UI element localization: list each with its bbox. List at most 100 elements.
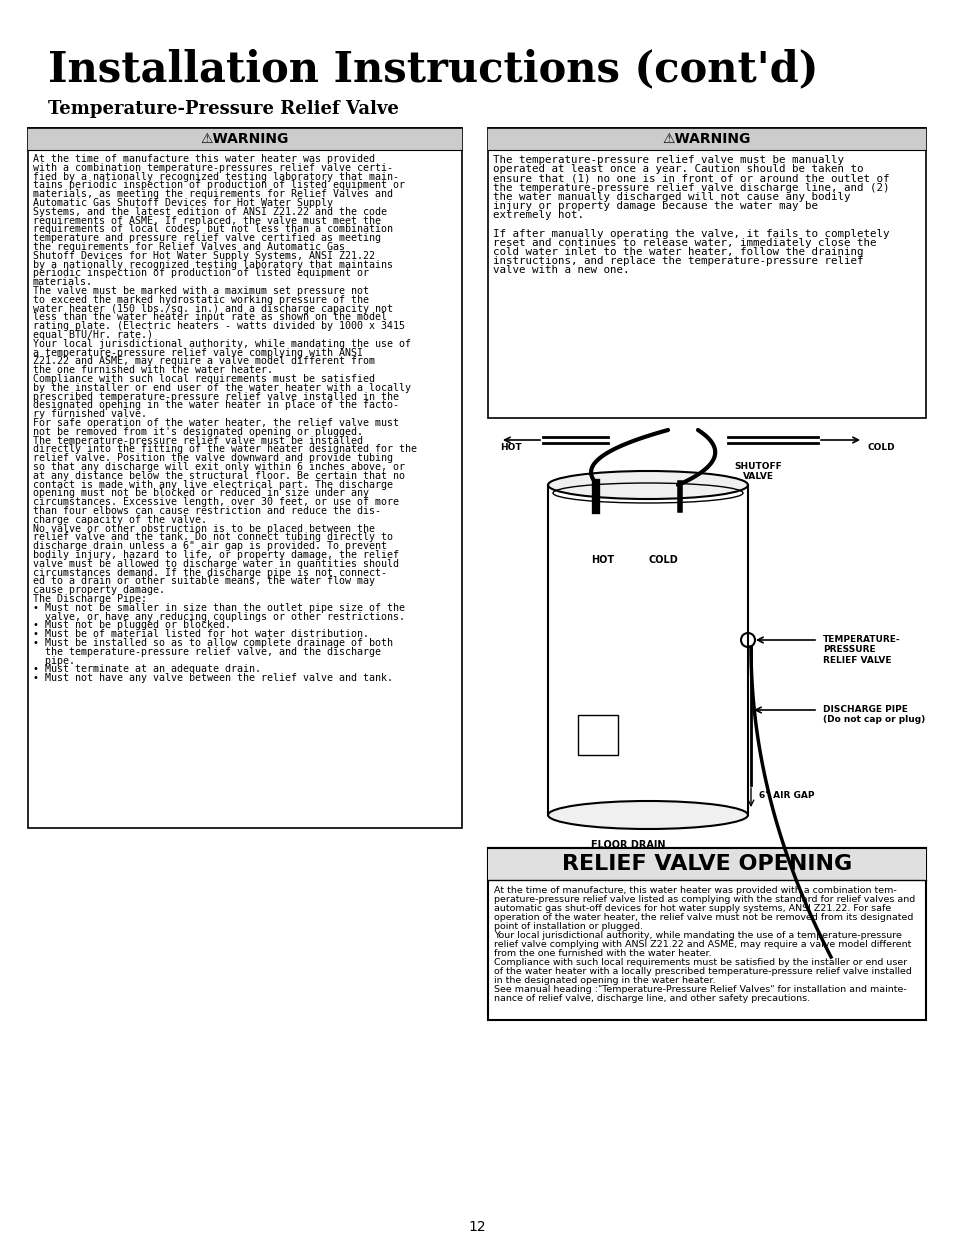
Text: SHUTOFF
VALVE: SHUTOFF VALVE — [734, 463, 781, 481]
Text: to exceed the marked hydrostatic working pressure of the: to exceed the marked hydrostatic working… — [33, 295, 369, 305]
Text: The temperature-pressure relief valve must be manually: The temperature-pressure relief valve mu… — [493, 155, 843, 165]
Text: by a nationally recognized testing laboratory that maintains: by a nationally recognized testing labor… — [33, 259, 393, 269]
Text: Installation Instructions (cont'd): Installation Instructions (cont'd) — [48, 48, 818, 91]
Text: FLOOR DRAIN: FLOOR DRAIN — [590, 839, 664, 849]
Text: ed to a drain or other suitable means, the water flow may: ed to a drain or other suitable means, t… — [33, 577, 375, 587]
Text: Compliance with such local requirements must be satisfied by the installer or en: Compliance with such local requirements … — [494, 959, 906, 967]
Text: not be removed from it's designated opening or plugged.: not be removed from it's designated open… — [33, 427, 363, 436]
Text: valve, or have any reducing couplings or other restrictions.: valve, or have any reducing couplings or… — [33, 611, 405, 621]
Text: For safe operation of the water heater, the relief valve must: For safe operation of the water heater, … — [33, 418, 398, 428]
Text: RELIEF VALVE OPENING: RELIEF VALVE OPENING — [561, 854, 851, 874]
Text: 12: 12 — [468, 1220, 485, 1234]
Text: nance of relief valve, discharge line, and other safety precautions.: nance of relief valve, discharge line, a… — [494, 994, 809, 1003]
Text: ensure that (1) no one is in front of or around the outlet of: ensure that (1) no one is in front of or… — [493, 174, 888, 184]
Text: designated opening in the water heater in place of the facto-: designated opening in the water heater i… — [33, 401, 398, 410]
Text: prescribed temperature-pressure relief valve installed in the: prescribed temperature-pressure relief v… — [33, 392, 398, 402]
Text: valve must be allowed to discharge water in quantities should: valve must be allowed to discharge water… — [33, 559, 398, 569]
Text: At the time of manufacture this water heater was provided: At the time of manufacture this water he… — [33, 154, 375, 164]
Text: Automatic Gas Shutoff Devices for Hot Water Supply: Automatic Gas Shutoff Devices for Hot Wa… — [33, 198, 333, 208]
Text: Z21.22 and ASME, may require a valve model different from: Z21.22 and ASME, may require a valve mod… — [33, 356, 375, 366]
Text: with a combination temperature-pressures relief valve certi-: with a combination temperature-pressures… — [33, 162, 393, 172]
Text: materials.: materials. — [33, 278, 92, 288]
Text: Compliance with such local requirements must be satisfied: Compliance with such local requirements … — [33, 374, 375, 384]
Text: than four elbows can cause restriction and reduce the dis-: than four elbows can cause restriction a… — [33, 506, 380, 516]
Text: point of installation or plugged.: point of installation or plugged. — [494, 923, 642, 931]
Text: See manual heading :"Temperature-Pressure Relief Valves" for installation and ma: See manual heading :"Temperature-Pressur… — [494, 985, 905, 994]
Text: directly into the fitting of the water heater designated for the: directly into the fitting of the water h… — [33, 444, 416, 454]
Bar — [28, 128, 461, 150]
Text: DISCHARGE PIPE
(Do not cap or plug): DISCHARGE PIPE (Do not cap or plug) — [822, 706, 924, 724]
Text: the temperature-pressure relief valve discharge line, and (2): the temperature-pressure relief valve di… — [493, 182, 888, 192]
Text: The Discharge Pipe:: The Discharge Pipe: — [33, 594, 147, 604]
Ellipse shape — [547, 471, 747, 498]
Text: TEMPERATURE-
PRESSURE
RELIEF VALVE: TEMPERATURE- PRESSURE RELIEF VALVE — [822, 635, 900, 665]
Text: operation of the water heater, the relief valve must not be removed from its des: operation of the water heater, the relie… — [494, 913, 912, 923]
Text: • Must not have any valve between the relief valve and tank.: • Must not have any valve between the re… — [33, 673, 393, 683]
Text: injury or property damage because the water may be: injury or property damage because the wa… — [493, 201, 817, 211]
Text: valve with a new one.: valve with a new one. — [493, 265, 629, 275]
Bar — [578, 715, 618, 755]
Text: ⚠WARNING: ⚠WARNING — [662, 131, 750, 146]
Text: by the installer or end user of the water heater with a locally: by the installer or end user of the wate… — [33, 383, 411, 393]
Text: COLD: COLD — [647, 556, 678, 565]
Text: pipe.: pipe. — [33, 656, 75, 666]
Text: relief valve and the tank. Do not connect tubing directly to: relief valve and the tank. Do not connec… — [33, 532, 393, 542]
Bar — [488, 128, 925, 150]
Text: HOT: HOT — [591, 556, 614, 565]
Text: tains periodic inspection of production of listed equipment or: tains periodic inspection of production … — [33, 180, 405, 191]
Text: The temperature-pressure relief valve must be installed: The temperature-pressure relief valve mu… — [33, 435, 363, 445]
Bar — [488, 848, 925, 1021]
Text: a temperature-pressure relief valve complying with ANSI: a temperature-pressure relief valve comp… — [33, 347, 363, 357]
Text: relief valve complying with ANSI Z21.22 and ASME, may require a valve model diff: relief valve complying with ANSI Z21.22 … — [494, 940, 910, 949]
Text: No valve or other obstruction is to be placed between the: No valve or other obstruction is to be p… — [33, 523, 375, 533]
Text: reset and continues to release water, immediately close the: reset and continues to release water, im… — [493, 238, 876, 248]
Text: instructions, and replace the temperature-pressure relief: instructions, and replace the temperatur… — [493, 257, 862, 267]
Text: the temperature-pressure relief valve, and the discharge: the temperature-pressure relief valve, a… — [33, 647, 380, 657]
Bar — [488, 128, 925, 418]
Text: so that any discharge will exit only within 6 inches above, or: so that any discharge will exit only wit… — [33, 463, 405, 472]
Text: relief valve. Position the valve downward and provide tubing: relief valve. Position the valve downwar… — [33, 453, 393, 464]
Text: If after manually operating the valve, it fails to completely: If after manually operating the valve, i… — [493, 228, 888, 238]
Text: circumstances. Excessive length, over 30 feet, or use of more: circumstances. Excessive length, over 30… — [33, 497, 398, 507]
Text: • Must be installed so as to allow complete drainage of both: • Must be installed so as to allow compl… — [33, 639, 393, 649]
Text: • Must be of material listed for hot water distribution.: • Must be of material listed for hot wat… — [33, 629, 369, 639]
Text: Systems, and the latest edition of ANSI Z21.22 and the code: Systems, and the latest edition of ANSI … — [33, 207, 387, 217]
Text: circumstances demand. If the discharge pipe is not connect-: circumstances demand. If the discharge p… — [33, 568, 387, 578]
Text: • Must not be smaller in size than the outlet pipe size of the: • Must not be smaller in size than the o… — [33, 603, 405, 613]
Text: equal BTU/Hr. rate.): equal BTU/Hr. rate.) — [33, 330, 152, 340]
Text: materials, as meeting the requirements for Relief Valves and: materials, as meeting the requirements f… — [33, 190, 393, 200]
Text: Your local jurisdictional authority, while mandating the use of: Your local jurisdictional authority, whi… — [33, 339, 411, 348]
Text: extremely hot.: extremely hot. — [493, 211, 583, 221]
Text: operated at least once a year. Caution should be taken to: operated at least once a year. Caution s… — [493, 164, 862, 174]
Text: Temperature-Pressure Relief Valve: Temperature-Pressure Relief Valve — [48, 100, 398, 118]
Text: The valve must be marked with a maximum set pressure not: The valve must be marked with a maximum … — [33, 286, 369, 296]
Text: fied by a nationally recognized testing laboratory that main-: fied by a nationally recognized testing … — [33, 171, 398, 181]
Text: from the one furnished with the water heater.: from the one furnished with the water he… — [494, 949, 711, 959]
Text: temperature and pressure relief valve certified as meeting: temperature and pressure relief valve ce… — [33, 233, 380, 243]
Text: the one furnished with the water heater.: the one furnished with the water heater. — [33, 366, 273, 376]
Text: automatic gas shut-off devices for hot water supply systems, ANSI Z21.22. For sa: automatic gas shut-off devices for hot w… — [494, 904, 890, 913]
Text: of the water heater with a locally prescribed temperature-pressure relief valve : of the water heater with a locally presc… — [494, 967, 911, 976]
Text: less than the water heater input rate as shown on the model: less than the water heater input rate as… — [33, 312, 387, 322]
Text: requirements of local codes, but not less than a combination: requirements of local codes, but not les… — [33, 224, 393, 234]
Text: At the time of manufacture, this water heater was provided with a combination te: At the time of manufacture, this water h… — [494, 887, 896, 895]
Text: HOT: HOT — [499, 444, 521, 453]
Text: discharge drain unless a 6" air gap is provided. To prevent: discharge drain unless a 6" air gap is p… — [33, 541, 387, 552]
Text: ⚠WARNING: ⚠WARNING — [200, 131, 289, 146]
Text: the water manually discharged will not cause any bodily: the water manually discharged will not c… — [493, 192, 850, 202]
Text: the requirements for Relief Valves and Automatic Gas: the requirements for Relief Valves and A… — [33, 242, 345, 252]
Bar — [488, 848, 925, 880]
Text: bodily injury, hazard to life, or property damage, the relief: bodily injury, hazard to life, or proper… — [33, 551, 398, 560]
Text: 6" AIR GAP: 6" AIR GAP — [759, 791, 814, 800]
Text: perature-pressure relief valve listed as complying with the standard for relief : perature-pressure relief valve listed as… — [494, 895, 914, 904]
Ellipse shape — [547, 801, 747, 830]
Text: periodic inspection of production of listed equipment or: periodic inspection of production of lis… — [33, 268, 369, 279]
Bar — [28, 128, 461, 828]
Text: COLD: COLD — [867, 444, 895, 453]
Text: cold water inlet to the water heater, follow the draining: cold water inlet to the water heater, fo… — [493, 247, 862, 257]
Text: charge capacity of the valve.: charge capacity of the valve. — [33, 515, 207, 525]
Text: Your local jurisdictional authority, while mandating the use of a temperature-pr: Your local jurisdictional authority, whi… — [494, 931, 901, 940]
Text: ry furnished valve.: ry furnished valve. — [33, 409, 147, 419]
Text: opening must not be blocked or reduced in size under any: opening must not be blocked or reduced i… — [33, 489, 369, 498]
Text: Shutoff Devices for Hot Water Supply Systems, ANSI Z21.22: Shutoff Devices for Hot Water Supply Sys… — [33, 250, 375, 260]
